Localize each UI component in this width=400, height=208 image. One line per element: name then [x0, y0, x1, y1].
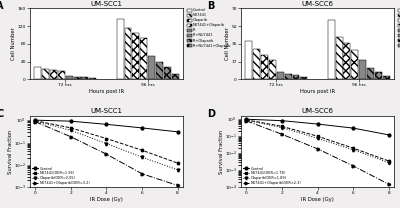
Bar	[148, 56, 155, 79]
Bar	[117, 19, 124, 79]
Text: D: D	[208, 109, 216, 119]
Legend: Control, NU7441, Olaparib, NU7441+Olaparib, IR, IR+NU7441, IR+Olaparib, IR+NU744: Control, NU7441, Olaparib, NU7441+Olapar…	[186, 7, 233, 49]
Y-axis label: Survival Fraction: Survival Fraction	[8, 130, 12, 174]
Bar	[253, 49, 260, 79]
Y-axis label: Cell Number: Cell Number	[11, 27, 16, 60]
Bar	[261, 55, 268, 79]
Bar	[89, 78, 96, 79]
Bar	[74, 77, 80, 79]
Bar	[344, 43, 350, 79]
Text: B: B	[208, 1, 215, 11]
Bar	[172, 74, 179, 79]
Bar	[367, 68, 374, 79]
Bar	[58, 71, 65, 79]
Legend: Control, NU7441(DER=1.78), Olaparib(DER=1.89), NU7441+Olaparib(DER=2.3): Control, NU7441(DER=1.78), Olaparib(DER=…	[242, 165, 302, 187]
Y-axis label: Survival Fraction: Survival Fraction	[218, 130, 224, 174]
Bar	[277, 72, 284, 79]
Text: A: A	[0, 1, 4, 11]
X-axis label: Hours post IR: Hours post IR	[89, 89, 124, 94]
Bar	[269, 60, 276, 79]
Bar	[124, 28, 132, 79]
Bar	[156, 62, 163, 79]
Bar	[285, 74, 292, 79]
Bar	[375, 72, 382, 79]
Title: UM-SCC6: UM-SCC6	[302, 1, 334, 6]
Title: UM-SCC6: UM-SCC6	[302, 108, 334, 114]
Title: UM-SCC1: UM-SCC1	[90, 1, 122, 6]
Legend: Control, NU7441(DER=1.96), Olaparib(DER=2.05), NU7441+Olaparib(DER=3.2): Control, NU7441(DER=1.96), Olaparib(DER=…	[31, 165, 92, 187]
Bar	[132, 33, 139, 79]
Bar	[352, 50, 358, 79]
Bar	[245, 41, 252, 79]
X-axis label: IR Dose (Gy): IR Dose (Gy)	[301, 197, 334, 202]
Bar	[42, 69, 49, 79]
Bar	[140, 38, 147, 79]
Bar	[359, 60, 366, 79]
Bar	[82, 77, 88, 79]
Legend: Control, NU7441, Olaparib, NU7441+Olaparib, IR, IR+NU7441, IR+Olaparib, IR+NU744: Control, NU7441, Olaparib, NU7441+Olapar…	[397, 7, 400, 49]
Bar	[383, 76, 390, 79]
X-axis label: Hours post IR: Hours post IR	[300, 89, 335, 94]
Bar	[34, 67, 41, 79]
Text: C: C	[0, 109, 4, 119]
Bar	[300, 77, 307, 79]
Y-axis label: Cell Number: Cell Number	[225, 27, 230, 60]
Bar	[292, 76, 300, 79]
Bar	[164, 67, 171, 79]
Bar	[66, 76, 72, 79]
Title: UM-SCC1: UM-SCC1	[90, 108, 122, 114]
X-axis label: IR Dose (Gy): IR Dose (Gy)	[90, 197, 123, 202]
Bar	[328, 21, 335, 79]
Bar	[50, 69, 57, 79]
Bar	[336, 37, 342, 79]
